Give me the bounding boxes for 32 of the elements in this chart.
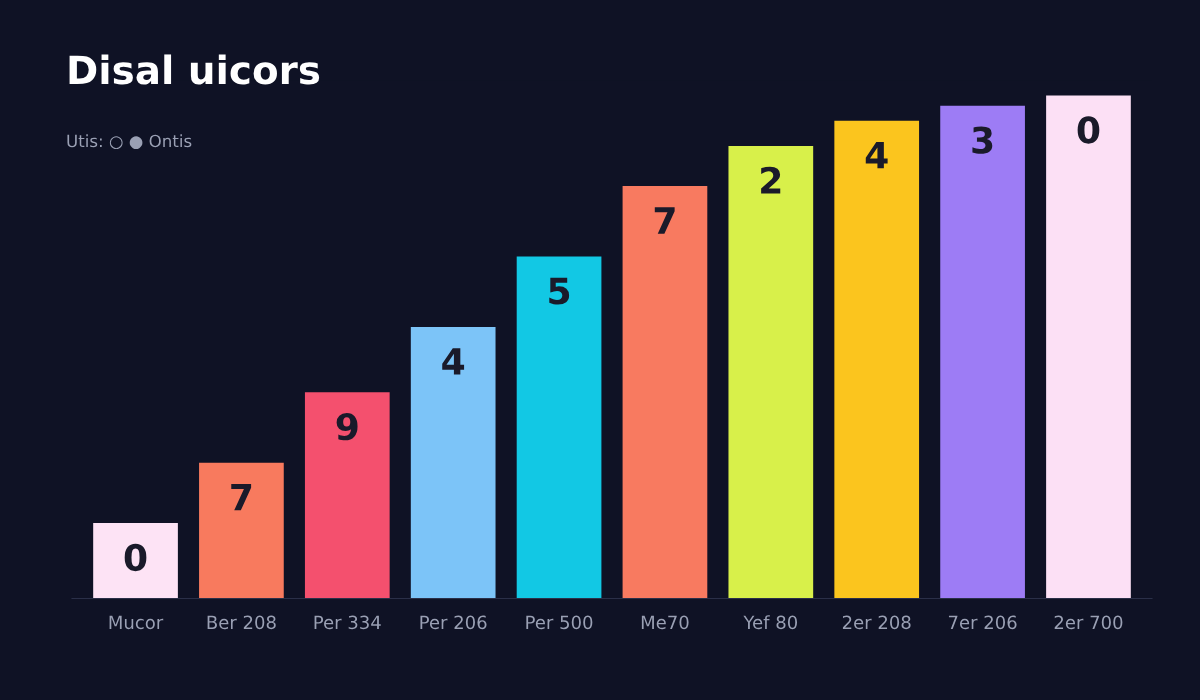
annotation: 5	[549, 277, 570, 305]
annotation: 7	[654, 207, 675, 234]
bar	[199, 462, 284, 599]
x-tick-label: Mucor	[109, 615, 164, 630]
annotation: 3	[972, 126, 993, 154]
x-tick-label: Per 206	[420, 615, 487, 630]
annotation: 0	[1077, 116, 1100, 144]
chart-title: Disal uicors	[69, 54, 320, 85]
bar	[410, 326, 496, 599]
annotation: Utis: ○ ● Ontis	[67, 134, 192, 150]
bar	[834, 120, 920, 599]
bar	[93, 523, 178, 599]
annotation: 4	[442, 348, 465, 375]
x-tick-label: 2er 208	[842, 615, 911, 630]
x-tick-label: Per 334	[314, 615, 381, 630]
bar	[622, 186, 708, 599]
x-tick-label: Yef 80	[743, 615, 798, 630]
annotation: 9	[336, 413, 358, 441]
bar	[1046, 95, 1131, 599]
bar	[940, 105, 1025, 599]
x-tick-label: Ber 208	[207, 615, 276, 630]
bar	[304, 392, 390, 599]
bar	[516, 256, 602, 599]
annotation: 2	[761, 166, 781, 194]
x-tick-label: 7er 206	[948, 615, 1017, 630]
x-tick-label: Me70	[641, 615, 689, 630]
x-tick-label: Per 500	[526, 615, 593, 630]
x-tick-label: 2er 700	[1054, 615, 1123, 630]
bar	[728, 145, 814, 599]
annotation: 7	[231, 483, 252, 511]
annotation: 4	[865, 141, 888, 169]
annotation: 0	[124, 543, 147, 572]
